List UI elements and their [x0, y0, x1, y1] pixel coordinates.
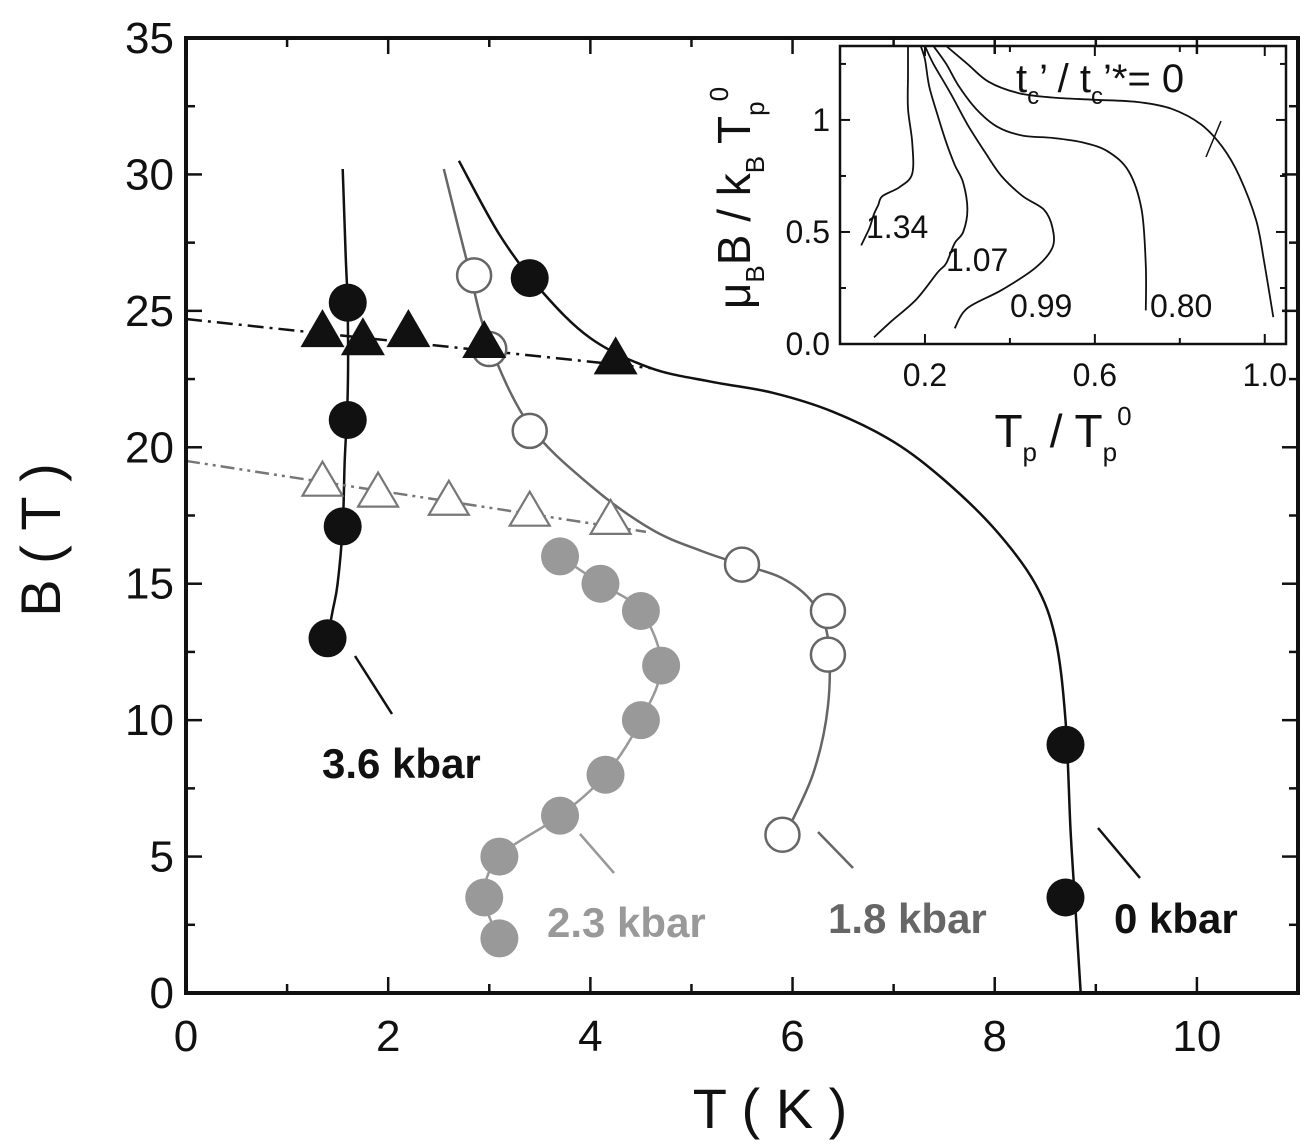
marker-2-3-kbar	[541, 537, 580, 576]
marker-3-6-kbar	[328, 401, 367, 439]
marker-1-8-kbar	[809, 636, 847, 673]
y-tick-label: 15	[125, 560, 174, 609]
y-tick-label: 0	[150, 969, 174, 1018]
marker-1-8-kbar	[723, 546, 761, 583]
x-tick-label: 10	[1172, 1012, 1221, 1061]
inset-curve-label-1-07: 1.07	[946, 242, 1008, 278]
inset-curve-label-0-80: 0.80	[1150, 288, 1212, 324]
inset-plot-frame	[838, 44, 1288, 346]
marker-1-8-kbar	[511, 412, 548, 450]
main-ylabel: B ( T )	[9, 463, 72, 617]
marker-0-kbar	[1046, 725, 1085, 764]
inset-x-tick-label: 1.0	[1243, 357, 1287, 393]
inset-curve-1-07	[873, 45, 969, 338]
x-tick-label: 2	[376, 1012, 400, 1061]
x-tick-label: 8	[982, 1012, 1006, 1061]
dashed-line-5	[185, 459, 647, 534]
marker-0-kbar	[1046, 878, 1085, 917]
curve-3-6-kbar	[326, 168, 350, 639]
inset-x-tick-label: 0.2	[903, 357, 947, 393]
inset-curve-0	[945, 45, 1275, 318]
marker-filled-triangle	[340, 317, 385, 356]
main-xlabel: T ( K )	[693, 1077, 848, 1140]
pointer-1-8-kbar	[817, 831, 854, 869]
marker-2-3-kbar	[621, 592, 660, 630]
marker-3-6-kbar	[328, 283, 367, 322]
marker-3-6-kbar	[308, 619, 347, 658]
inset-x-tick-label: 0.6	[1073, 357, 1117, 393]
marker-2-3-kbar	[581, 564, 620, 603]
inset-annotation-pointer	[1205, 120, 1222, 158]
main-markers	[300, 257, 1085, 958]
marker-2-3-kbar	[465, 878, 504, 917]
marker-2-3-kbar	[586, 755, 625, 794]
inset-chart: 0.2 0.6 1.0 0.0 0.5 1 Tp / Tp0 μBB / kB Tp0 t…	[704, 44, 1288, 467]
inset-curves	[860, 45, 1275, 338]
pointer-3-6-kbar	[353, 655, 394, 715]
inset-y-tick-label: 1	[812, 102, 830, 138]
pointer-2-3-kbar	[579, 833, 615, 874]
y-tick-label: 35	[125, 14, 174, 63]
inset-annotation: tc’ / tc’*= 0	[1016, 57, 1184, 110]
inset-y-tick-label: 0.0	[786, 326, 830, 362]
marker-2-3-kbar	[642, 646, 681, 685]
marker-3-6-kbar	[323, 507, 362, 546]
marker-filled-triangle	[300, 309, 345, 348]
marker-open-triangle	[426, 478, 471, 516]
pointer-0-kbar	[1097, 827, 1141, 879]
marker-2-3-kbar	[541, 796, 580, 835]
x-tick-label: 4	[578, 1012, 602, 1061]
curve-0-kbar	[457, 160, 1082, 994]
inset-ticks: 0.2 0.6 1.0 0.0 0.5 1	[786, 46, 1287, 393]
inset-y-tick-label: 0.5	[786, 214, 830, 250]
marker-open-triangle	[356, 470, 400, 508]
marker-2-3-kbar	[480, 919, 519, 958]
x-tick-label: 0	[174, 1012, 198, 1061]
curve-2-3-kbar	[482, 555, 663, 939]
y-tick-label: 25	[125, 287, 174, 336]
y-tick-label: 5	[150, 833, 174, 882]
inset-ylabel: μBB / kB Tp0	[704, 87, 770, 309]
label-2-3-kbar: 2.3 kbar	[547, 899, 706, 946]
marker-1-8-kbar	[455, 257, 493, 294]
marker-2-3-kbar	[480, 837, 519, 876]
label-3-6-kbar: 3.6 kbar	[322, 740, 481, 787]
curve-1-8-kbar	[442, 168, 832, 841]
marker-2-3-kbar	[621, 701, 660, 740]
marker-filled-triangle	[593, 336, 638, 375]
dashed-line-4	[185, 317, 652, 370]
marker-1-8-kbar	[764, 816, 801, 853]
label-0-kbar: 0 kbar	[1114, 895, 1238, 942]
marker-1-8-kbar	[809, 592, 847, 630]
inset-curve-1-34	[860, 45, 915, 246]
inset-xlabel: Tp / Tp0	[994, 401, 1131, 467]
inset-curve-0-80	[932, 45, 1148, 311]
label-1-8-kbar: 1.8 kbar	[828, 895, 987, 942]
main-curves	[185, 160, 1082, 994]
inset-curve-0-99	[924, 45, 1055, 329]
marker-filled-triangle	[462, 320, 507, 359]
marker-0-kbar	[510, 259, 549, 298]
inset-curve-label-1-34: 1.34	[866, 209, 928, 245]
marker-open-triangle	[588, 497, 633, 535]
x-tick-label: 6	[780, 1012, 804, 1061]
y-tick-label: 10	[125, 696, 174, 745]
marker-filled-triangle	[386, 309, 431, 348]
marker-open-triangle	[300, 459, 345, 497]
main-chart: 0 2 4 6 8 10 0 5 10 15 20 25 30 35	[125, 14, 1300, 1061]
main-ticks: 0 2 4 6 8 10 0 5 10 15 20 25 30 35	[125, 14, 1300, 1061]
inset-curve-label-0-99: 0.99	[1010, 288, 1072, 324]
y-tick-label: 20	[125, 423, 174, 472]
y-tick-label: 30	[125, 150, 174, 199]
marker-open-triangle	[507, 489, 552, 527]
